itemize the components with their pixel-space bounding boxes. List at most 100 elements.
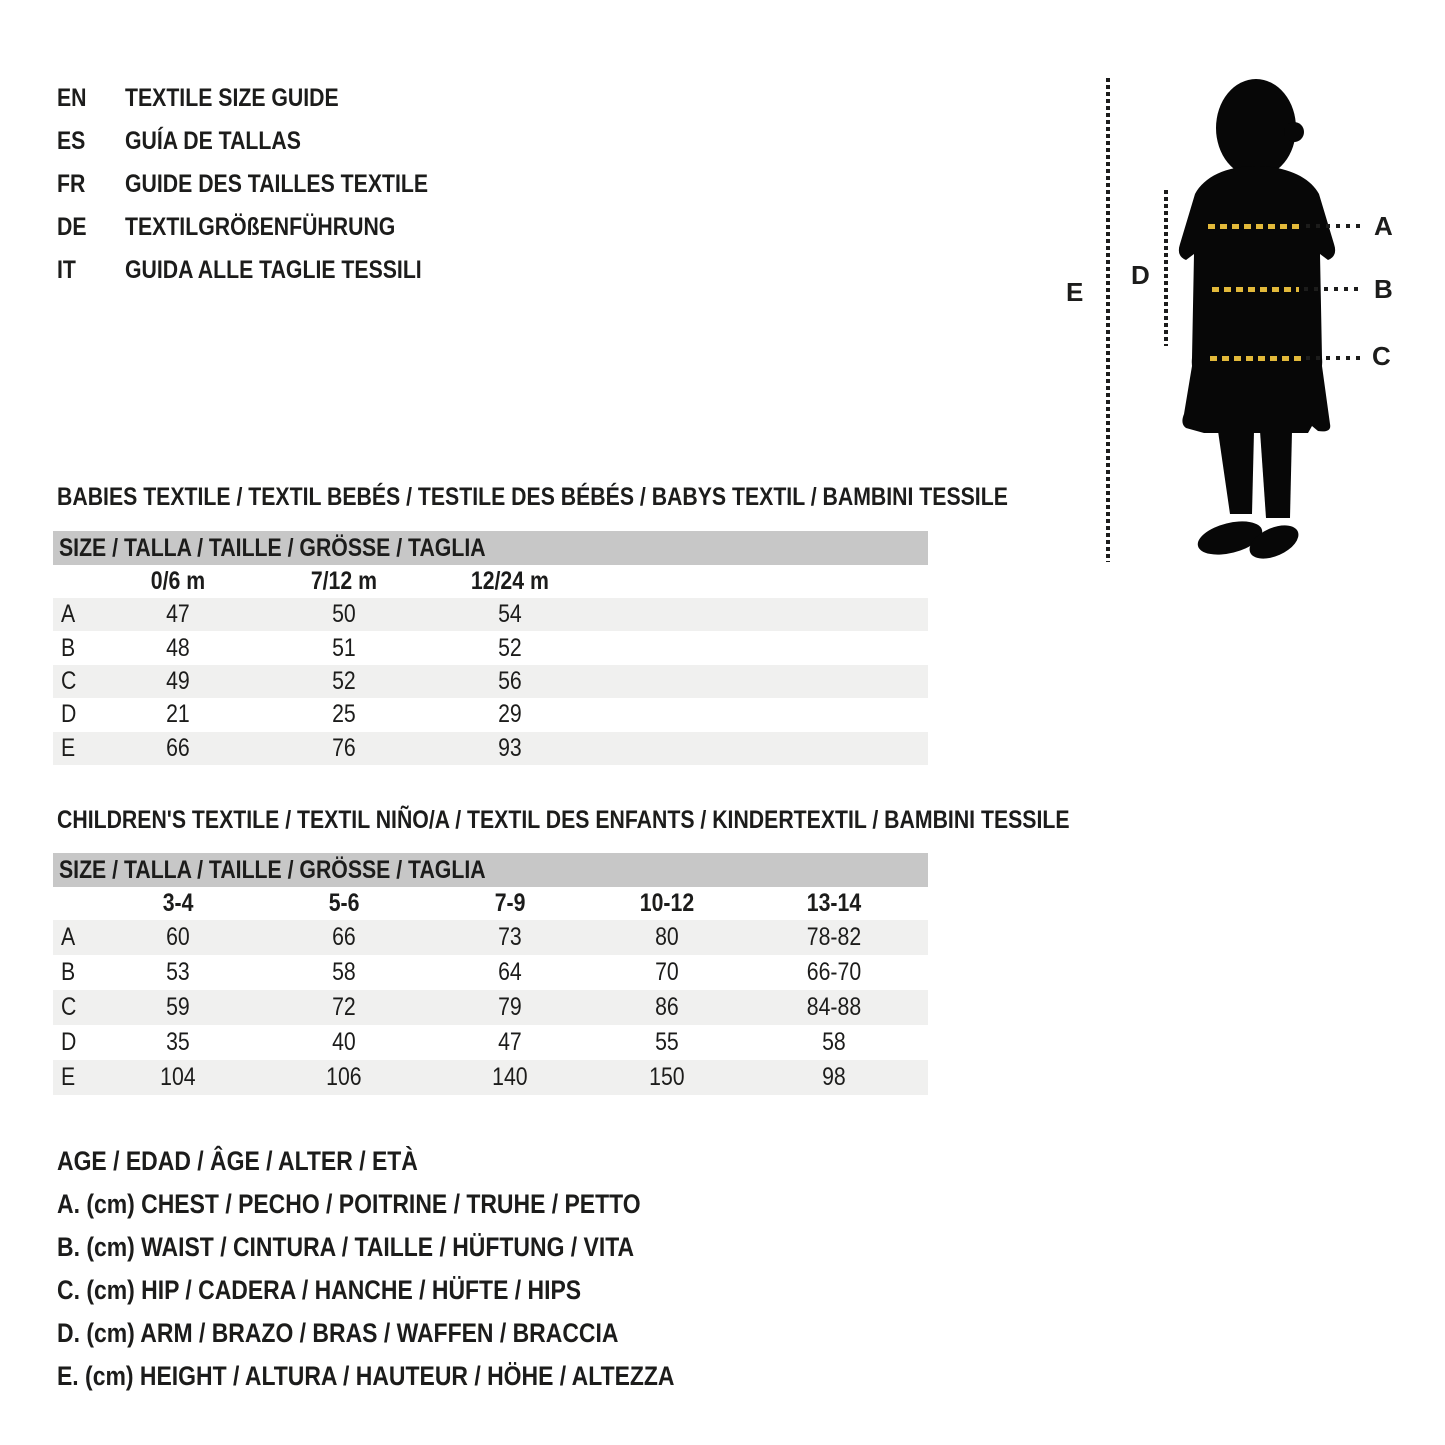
cell: 66 — [166, 733, 190, 762]
guide-title: GUÍA DE TALLAS — [125, 127, 301, 155]
children-size-table: SIZE / TALLA / TAILLE / GRÖSSE / TAGLIA … — [53, 853, 928, 1095]
cell: 51 — [332, 633, 356, 662]
figure-label-hip-C: C — [1372, 341, 1391, 371]
babies-section-title: BABIES TEXTILE / TEXTIL BEBÉS / TESTILE … — [57, 483, 1008, 511]
babies-size-header-bar: SIZE / TALLA / TAILLE / GRÖSSE / TAGLIA — [53, 531, 928, 565]
cell: 72 — [332, 993, 356, 1021]
language-code: ES — [57, 127, 86, 155]
guide-title: TEXTILGRÖßENFÜHRUNG — [125, 213, 396, 241]
cell: 60 — [166, 923, 190, 951]
cell: 64 — [498, 958, 522, 986]
figure-label-arm-D: D — [1131, 260, 1150, 290]
legend-hip-line: C. (cm) HIP / CADERA / HANCHE / HÜFTE / … — [57, 1275, 582, 1305]
row-label: B — [61, 958, 76, 986]
waist-leader-dots-B — [1304, 287, 1362, 291]
cell: 59 — [166, 993, 190, 1021]
cell: 106 — [326, 1063, 362, 1091]
children-column-header: 5-6 — [328, 889, 360, 917]
children-column-header: 13-14 — [806, 889, 862, 917]
cell: 98 — [822, 1063, 846, 1091]
cell: 66 — [332, 923, 356, 951]
children-row-C: C 59 72 79 86 84-88 — [53, 990, 928, 1025]
figure-label-height-E: E — [1066, 277, 1084, 307]
language-code: EN — [57, 84, 87, 112]
chest-measure-dashes-A — [1208, 224, 1303, 229]
guide-title: GUIDE DES TAILLES TEXTILE — [125, 170, 429, 198]
babies-size-table: SIZE / TALLA / TAILLE / GRÖSSE / TAGLIA … — [53, 531, 928, 765]
cell: 104 — [160, 1063, 196, 1091]
cell: 49 — [166, 666, 190, 695]
legend-arm-line: D. (cm) ARM / BRAZO / BRAS / WAFFEN / BR… — [57, 1318, 619, 1348]
cell: 48 — [166, 633, 190, 662]
children-row-E: E 104 106 140 150 98 — [53, 1060, 928, 1095]
children-row-B: B 53 58 64 70 66-70 — [53, 955, 928, 990]
cell: 58 — [332, 958, 356, 986]
arm-measure-line-D — [1164, 190, 1168, 346]
cell: 50 — [332, 600, 356, 629]
row-label: E — [61, 1063, 76, 1091]
row-label: E — [61, 733, 76, 762]
babies-row-A: A 47 50 54 — [53, 598, 928, 632]
cell: 58 — [822, 1028, 846, 1056]
children-column-header-row: 3-4 5-6 7-9 10-12 13-14 — [53, 887, 928, 920]
cell: 73 — [498, 923, 522, 951]
cell: 150 — [649, 1063, 685, 1091]
legend-waist-line: B. (cm) WAIST / CINTURA / TAILLE / HÜFTU… — [57, 1232, 635, 1262]
guide-title: TEXTILE SIZE GUIDE — [125, 84, 339, 112]
children-row-A: A 60 66 73 80 78-82 — [53, 920, 928, 955]
legend-age-line: AGE / EDAD / ÂGE / ALTER / ETÀ — [57, 1146, 418, 1176]
row-label: C — [61, 666, 77, 695]
language-code: FR — [57, 170, 86, 198]
babies-row-C: C 49 52 56 — [53, 664, 928, 699]
cell: 140 — [492, 1063, 528, 1091]
children-column-header: 7-9 — [494, 889, 526, 917]
figure-label-waist-B: B — [1374, 274, 1393, 304]
cell: 93 — [498, 733, 522, 762]
cell: 86 — [655, 993, 679, 1021]
legend-height-line: E. (cm) HEIGHT / ALTURA / HAUTEUR / HÖHE… — [57, 1361, 675, 1391]
row-label: C — [61, 993, 77, 1021]
child-silhouette-image — [1178, 79, 1336, 559]
hip-measure-dashes-C — [1210, 356, 1303, 361]
cell: 70 — [655, 958, 679, 986]
cell: 21 — [166, 700, 190, 729]
cell: 29 — [498, 700, 522, 729]
children-column-header: 3-4 — [162, 889, 194, 917]
row-label: A — [61, 600, 76, 629]
guide-title: GUIDA ALLE TAGLIE TESSILI — [125, 256, 422, 284]
silhouette-head — [1216, 79, 1296, 177]
babies-row-D: D 21 25 29 — [53, 698, 928, 731]
cell: 56 — [498, 666, 522, 695]
cell: 47 — [166, 600, 190, 629]
babies-column-header: 12/24 m — [471, 567, 549, 595]
cell: 35 — [166, 1028, 190, 1056]
children-column-header: 10-12 — [639, 889, 695, 917]
cell: 40 — [332, 1028, 356, 1056]
babies-column-header: 7/12 m — [310, 567, 378, 595]
row-label: D — [61, 700, 77, 729]
measurement-legend: AGE / EDAD / ÂGE / ALTER / ETÀ A. (cm) C… — [57, 1140, 783, 1398]
cell: 52 — [498, 633, 522, 662]
figure-label-chest-A: A — [1374, 211, 1393, 241]
row-label: B — [61, 633, 76, 662]
legend-chest-line: A. (cm) CHEST / PECHO / POITRINE / TRUHE… — [57, 1189, 641, 1219]
babies-row-E: E 66 76 93 — [53, 731, 928, 765]
cell: 78-82 — [806, 923, 862, 951]
cell: 25 — [332, 700, 356, 729]
children-row-D: D 35 40 47 55 58 — [53, 1025, 928, 1060]
babies-column-header: 0/6 m — [150, 567, 206, 595]
language-code: DE — [57, 213, 87, 241]
size-header-label: SIZE / TALLA / TAILLE / GRÖSSE / TAGLIA — [59, 533, 486, 562]
waist-measure-dashes-B — [1212, 287, 1299, 292]
size-header-label: SIZE / TALLA / TAILLE / GRÖSSE / TAGLIA — [59, 855, 486, 884]
cell: 66-70 — [806, 958, 862, 986]
cell: 80 — [655, 923, 679, 951]
cell: 79 — [498, 993, 522, 1021]
row-label: A — [61, 923, 76, 951]
cell: 55 — [655, 1028, 679, 1056]
hip-leader-dots-C — [1306, 356, 1360, 360]
cell: 76 — [332, 733, 356, 762]
children-size-header-bar: SIZE / TALLA / TAILLE / GRÖSSE / TAGLIA — [53, 853, 928, 887]
chest-leader-dots-A — [1306, 224, 1362, 228]
